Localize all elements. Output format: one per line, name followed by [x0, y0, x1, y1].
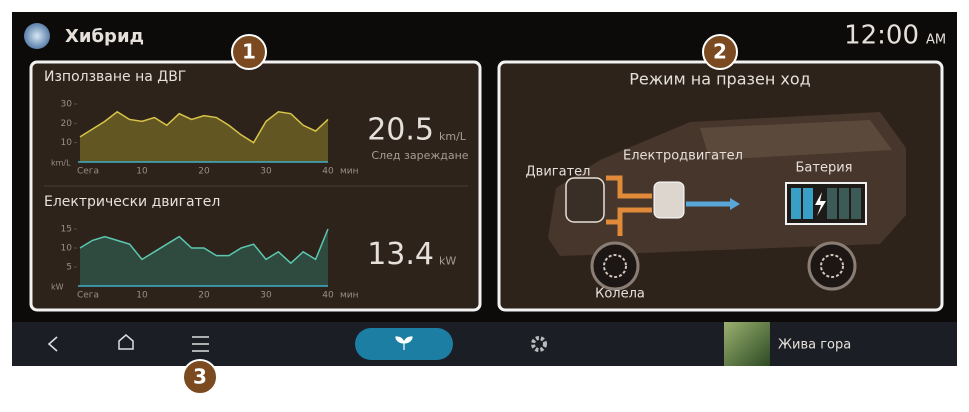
nav-bar	[12, 322, 957, 366]
area-line	[79, 110, 329, 144]
battery-cell	[791, 188, 801, 219]
wheel	[590, 241, 640, 291]
x-tick-label: 40	[322, 291, 334, 301]
clock-ampm: AM	[926, 33, 946, 48]
profile-icon[interactable]	[24, 23, 50, 49]
area-fill	[80, 229, 328, 286]
reading-unit: kW	[439, 255, 456, 268]
home-button[interactable]	[118, 334, 134, 350]
reading-unit: km/L	[439, 130, 467, 143]
y-tick-label: 10	[61, 244, 73, 254]
callout-number: 3	[193, 365, 207, 389]
car-illustration	[548, 112, 906, 291]
y-tick-label: 15	[61, 225, 72, 235]
menu-button[interactable]	[192, 336, 209, 352]
area-line	[79, 228, 329, 265]
wheel-rim	[820, 254, 844, 278]
flow-arrow-head	[730, 198, 740, 210]
y-tick-label: 20	[61, 119, 73, 129]
x-tick-label: 30	[260, 167, 272, 177]
flow-title: Режим на празен ход	[629, 70, 810, 89]
settings-button[interactable]	[531, 336, 547, 352]
callout: 1	[231, 34, 267, 70]
flow-arrow-orange	[606, 175, 652, 236]
battery-cell	[827, 188, 837, 219]
charts: Използване на ДВГ 10 20 30 Сега 10 20 30 40 km/L м…	[44, 69, 469, 301]
y-unit: kW	[51, 283, 64, 292]
area-fill	[80, 111, 328, 162]
clock: 12:00	[844, 21, 919, 51]
y-tick-label: 5	[66, 263, 72, 273]
wheel-rim	[603, 254, 627, 278]
back-button[interactable]	[47, 336, 58, 352]
x-tick-label: 20	[198, 291, 210, 301]
battery-cell	[851, 188, 861, 219]
battery-cell	[803, 188, 813, 219]
x-tick-label: 40	[322, 167, 334, 177]
x-tick-label: 20	[198, 167, 210, 177]
media-title[interactable]: Жива гора	[778, 338, 851, 353]
battery-cell	[839, 188, 849, 219]
callout-number: 2	[713, 40, 727, 64]
reading-value: 13.4	[367, 237, 434, 272]
leaf-icon	[395, 336, 413, 350]
y-tick-label: 10	[61, 138, 73, 148]
wheels-label: Колела	[595, 287, 645, 302]
x-tick-label: Сега	[77, 167, 99, 177]
bolt	[815, 192, 826, 216]
engine-icon	[565, 177, 605, 223]
x-unit: мин	[340, 167, 359, 177]
x-tick-label: Сега	[77, 291, 99, 301]
x-tick-label: 10	[136, 167, 148, 177]
callout-number: 1	[242, 40, 256, 64]
wheel	[807, 241, 857, 291]
motor-icon	[653, 181, 685, 219]
y-tick-label: 30	[61, 100, 73, 110]
chart-title: Използване на ДВГ	[44, 69, 186, 85]
callout: 2	[702, 34, 738, 70]
reading-note: След зареждане	[371, 149, 468, 162]
motor-label: Електродвигател	[623, 149, 743, 164]
media-thumbnail[interactable]	[724, 322, 770, 366]
car-window	[700, 120, 892, 160]
header-title: Хибрид	[65, 26, 144, 47]
x-tick-label: 10	[136, 291, 148, 301]
y-unit: km/L	[51, 159, 71, 168]
reading-value: 20.5	[367, 113, 434, 148]
engine-label: Двигател	[526, 165, 591, 180]
x-unit: мин	[340, 291, 359, 301]
chart-title: Електрически двигател	[44, 194, 220, 210]
x-tick-label: 30	[260, 291, 272, 301]
callout: 3	[182, 359, 218, 395]
battery-label: Батерия	[796, 161, 853, 176]
